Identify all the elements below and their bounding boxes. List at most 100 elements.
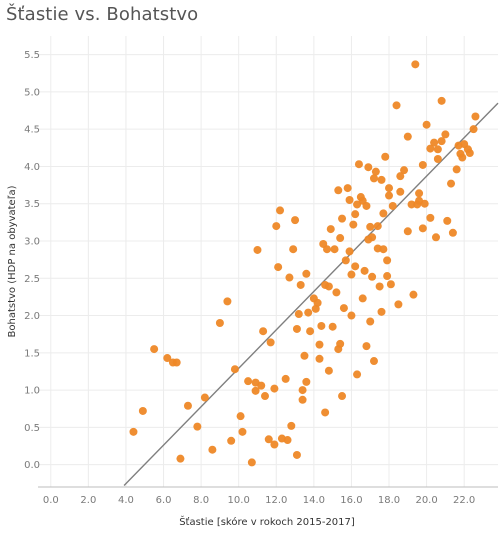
data-point [236, 412, 245, 421]
data-point [379, 209, 388, 218]
data-point [345, 247, 354, 256]
data-point [407, 200, 416, 209]
y-tick-label: 0.5 [24, 423, 40, 434]
data-point [403, 227, 412, 236]
data-point [281, 374, 290, 383]
x-tick-label: 6.0 [156, 495, 172, 506]
data-point [418, 224, 427, 233]
data-point [315, 354, 324, 363]
data-point [362, 342, 371, 351]
data-point [247, 458, 256, 467]
data-point [347, 270, 356, 279]
data-point [336, 339, 345, 348]
data-points [129, 60, 480, 467]
data-point [430, 138, 439, 147]
data-point [323, 245, 332, 254]
data-point [347, 311, 356, 320]
data-point [341, 256, 350, 265]
data-point [270, 440, 279, 449]
data-point [289, 245, 298, 254]
data-point [227, 436, 236, 445]
x-tick-label: 4.0 [118, 495, 134, 506]
x-tick-label: 20.0 [415, 495, 437, 506]
data-point [338, 214, 347, 223]
x-axis-ticks: 0.0 2.0 4.0 6.0 8.0 10.0 12.0 14.0 16.0 18.0 20.0 2… [43, 495, 475, 506]
data-point [471, 112, 480, 121]
y-tick-label: 4.0 [24, 162, 40, 173]
data-point [371, 167, 380, 176]
data-point [223, 297, 232, 306]
data-point [448, 228, 457, 237]
data-point [330, 245, 339, 254]
data-point [200, 393, 209, 402]
data-point [334, 186, 343, 195]
data-point [294, 310, 303, 319]
data-point [400, 166, 409, 175]
data-point [360, 266, 369, 275]
data-point [287, 421, 296, 430]
data-point [324, 282, 333, 291]
data-point [270, 384, 279, 393]
data-point [304, 308, 313, 317]
data-point [386, 280, 395, 289]
data-point [403, 132, 412, 141]
data-point [193, 422, 202, 431]
y-tick-label: 1.5 [24, 348, 40, 359]
y-tick-label: 5.5 [24, 50, 40, 61]
data-point [433, 155, 442, 163]
data-point [266, 338, 275, 347]
x-tick-label: 22.0 [453, 495, 475, 506]
data-point [351, 262, 360, 271]
data-point [369, 174, 378, 183]
data-point [183, 401, 192, 410]
data-point [172, 358, 181, 367]
data-point [253, 245, 262, 254]
data-point [358, 294, 367, 303]
data-point [443, 216, 452, 225]
data-point [366, 317, 375, 326]
data-point [353, 200, 362, 209]
data-point [321, 408, 330, 417]
data-point [291, 216, 300, 225]
trend-line-path [123, 102, 499, 486]
chart-title: Šťastie vs. Bohatstvo [6, 4, 199, 25]
data-point [306, 327, 315, 336]
data-point [354, 160, 363, 169]
data-point [364, 235, 373, 244]
y-tick-label: 1.0 [24, 386, 40, 397]
data-point [379, 245, 388, 254]
data-point [343, 184, 352, 193]
data-point [208, 445, 217, 454]
x-tick-label: 0.0 [43, 495, 59, 506]
data-point [324, 366, 333, 375]
x-tick-label: 16.0 [340, 495, 362, 506]
x-tick-label: 8.0 [193, 495, 209, 506]
x-tick-label: 10.0 [228, 495, 250, 506]
data-point [298, 386, 307, 395]
data-point [302, 377, 311, 386]
data-point [377, 307, 386, 316]
x-tick-label: 12.0 [265, 495, 287, 506]
y-tick-label: 2.0 [24, 311, 40, 322]
x-tick-label: 2.0 [80, 495, 96, 506]
data-point [394, 300, 403, 309]
data-point [129, 427, 138, 436]
data-point [285, 273, 294, 282]
x-tick-label: 14.0 [303, 495, 325, 506]
data-point [383, 256, 392, 265]
data-point [369, 357, 378, 366]
data-point [326, 225, 335, 234]
data-point [456, 149, 465, 158]
data-point [373, 222, 382, 231]
data-point [313, 298, 322, 307]
data-point [138, 406, 147, 415]
data-point [447, 179, 456, 188]
data-point [396, 187, 405, 196]
data-point [415, 196, 424, 205]
data-point [433, 145, 442, 154]
data-point [385, 191, 394, 200]
data-point [349, 220, 358, 229]
data-point [163, 354, 172, 363]
data-point [441, 130, 450, 139]
